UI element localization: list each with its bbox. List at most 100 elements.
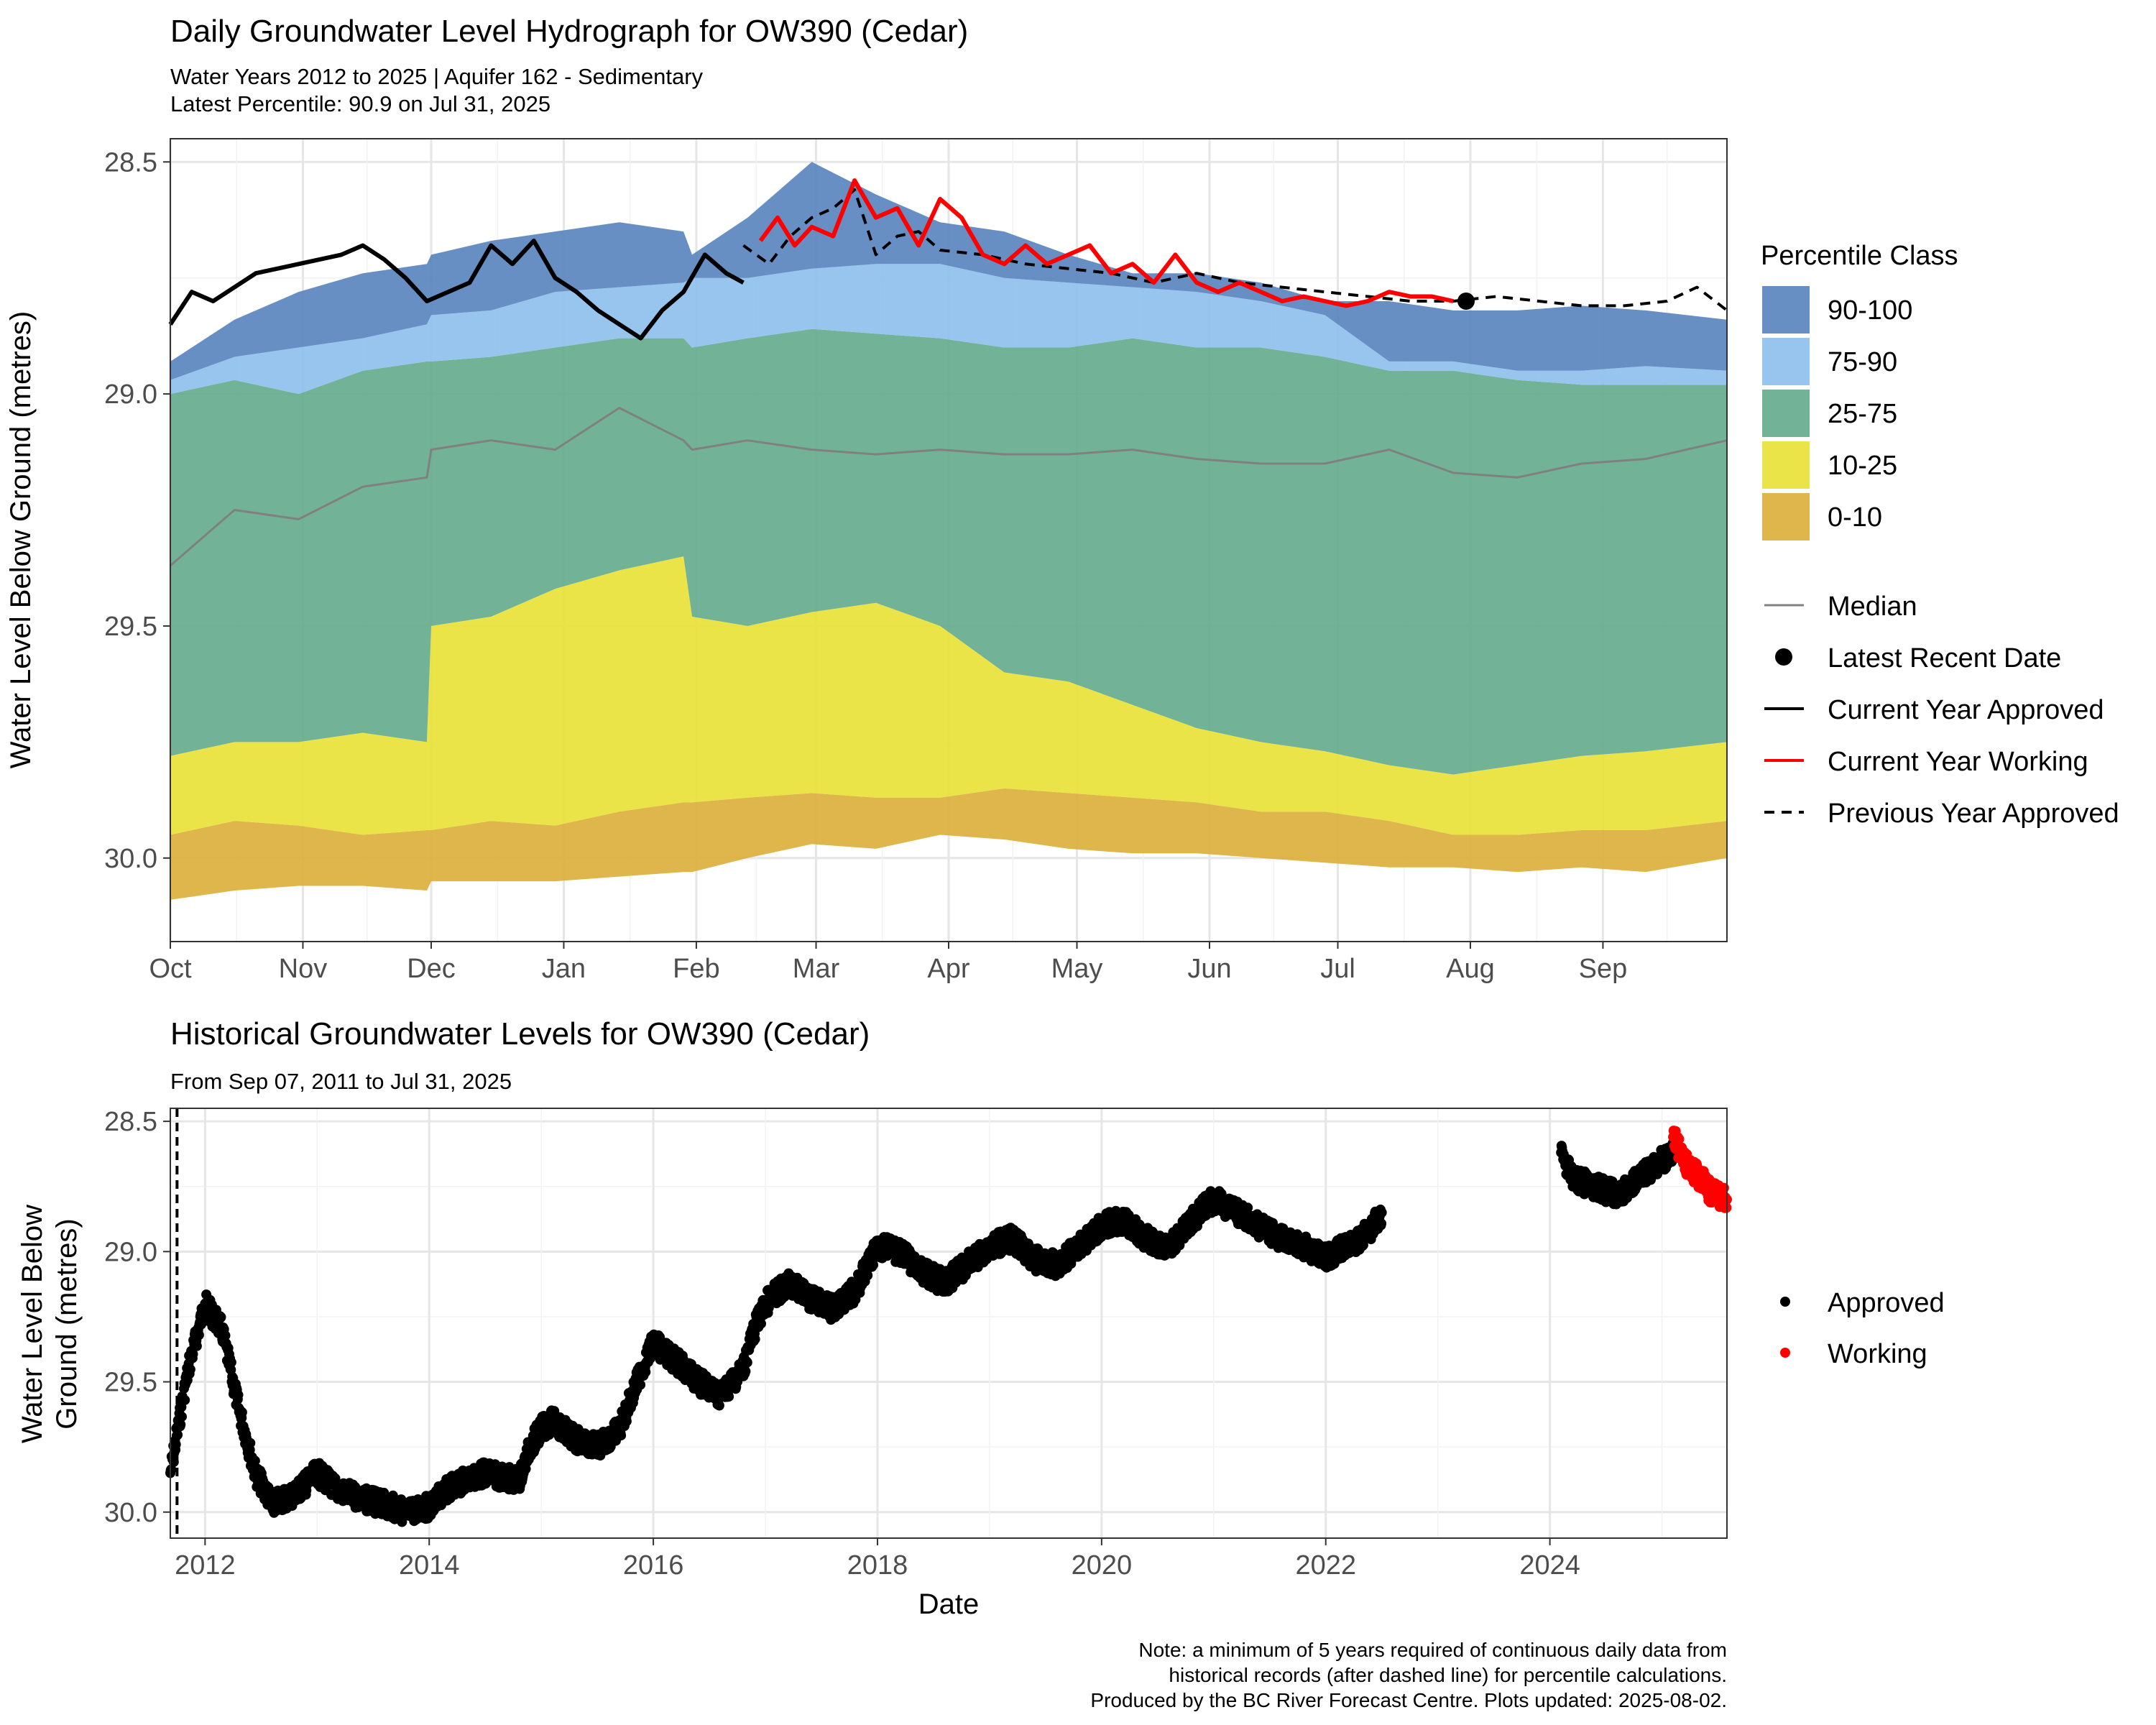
approved-point <box>180 1394 190 1405</box>
approved-point <box>236 1407 247 1417</box>
approved-point <box>742 1357 752 1368</box>
working-point <box>1674 1133 1685 1144</box>
bottom-x-axis: 2012 2014 2016 2018 2020 2022 2024 <box>175 1538 1580 1581</box>
top-x-tick-label: Aug <box>1446 954 1495 984</box>
top-y-axis: 28.5 29.0 29.5 30.0 <box>104 147 170 874</box>
approved-point <box>640 1366 651 1377</box>
legend-label-approved: Approved <box>1828 1288 1945 1318</box>
legend-label-working: Working <box>1828 1339 1927 1369</box>
note-line-3: Produced by the BC River Forecast Centre… <box>1090 1689 1727 1711</box>
bottom-plot-border <box>170 1108 1728 1539</box>
approved-point <box>172 1430 183 1440</box>
working-legend-key <box>1780 1348 1790 1358</box>
legend-label-90-100: 90-100 <box>1828 295 1912 326</box>
band-75-90 <box>170 264 1727 395</box>
approved-point <box>616 1430 627 1441</box>
approved-point <box>216 1312 226 1322</box>
bottom-plot-background <box>170 1108 1727 1538</box>
approved-point <box>621 1416 632 1427</box>
approved-point <box>177 1412 187 1422</box>
bottom-y-axis: 28.5 29.0 29.5 30.0 <box>104 1107 170 1528</box>
approved-point <box>220 1330 231 1341</box>
current-year-working-line <box>758 178 1454 308</box>
top-x-tick-label: Feb <box>673 954 719 984</box>
approved-point <box>1376 1218 1387 1229</box>
legend-label-latest: Latest Recent Date <box>1828 643 2061 673</box>
bottom-y-tick-label: 30.0 <box>104 1498 157 1528</box>
top-x-tick-label: Jul <box>1320 954 1355 984</box>
bottom-plot-area <box>165 1108 1732 1539</box>
top-y-tick-label: 28.5 <box>104 147 157 178</box>
top-x-tick-label: May <box>1051 954 1103 984</box>
top-x-axis: Oct Nov Dec Jan Feb Mar Apr May Jun Jul Aug Sep <box>149 942 1627 984</box>
legend-title: Percentile Class <box>1761 241 1958 271</box>
top-x-tick-label: Dec <box>407 954 456 984</box>
approved-point <box>233 1389 244 1400</box>
note-line-2: historical records (after dashed line) f… <box>1169 1664 1727 1686</box>
bottom-x-axis-title: Date <box>918 1588 980 1620</box>
legend-swatch-0-10 <box>1762 493 1810 540</box>
top-y-axis-title: Water Level Below Ground (metres) <box>5 311 37 769</box>
band-10-25 <box>170 556 1727 835</box>
current-year-approved-line <box>168 239 745 341</box>
approved-point <box>175 1419 186 1430</box>
approved-point <box>397 1517 407 1527</box>
bottom-x-tick-label: 2022 <box>1295 1550 1356 1581</box>
latest-point-legend-key <box>1775 648 1792 666</box>
legend-swatch-25-75 <box>1762 390 1810 437</box>
legend-swatch-75-90 <box>1762 338 1810 385</box>
approved-point <box>724 1392 734 1402</box>
band-90-100 <box>170 162 1727 380</box>
approved-point <box>191 1340 202 1351</box>
approved-point <box>249 1455 260 1466</box>
top-legend: Percentile Class 90-100 75-90 25-75 10-25 0-… <box>1761 241 2119 829</box>
legend-label-current-approved: Current Year Approved <box>1828 695 2104 725</box>
top-x-tick-label: Apr <box>927 954 969 984</box>
legend-item-previous-approved: Previous Year Approved <box>1764 799 2119 829</box>
legend-swatch-90-100 <box>1762 286 1810 334</box>
legend-label-previous-approved: Previous Year Approved <box>1828 799 2119 829</box>
top-chart-title: Daily Groundwater Level Hydrograph for O… <box>170 14 968 49</box>
legend-label-current-working: Current Year Working <box>1828 747 2088 777</box>
band-25-75 <box>170 328 1727 775</box>
bottom-series-points <box>165 1126 1732 1527</box>
top-x-tick-label: Jan <box>542 954 586 984</box>
approved-point <box>245 1438 256 1448</box>
bottom-x-tick-label: 2020 <box>1072 1550 1133 1581</box>
approved-point <box>756 1318 766 1329</box>
approved-point <box>750 1334 760 1345</box>
legend-label-10-25: 10-25 <box>1828 451 1897 481</box>
bottom-x-tick-label: 2014 <box>399 1550 460 1581</box>
legend-label-75-90: 75-90 <box>1828 347 1897 377</box>
bottom-legend: Approved Working <box>1780 1288 1945 1369</box>
top-y-tick-label: 30.0 <box>104 844 157 874</box>
top-x-tick-label: Nov <box>279 954 328 984</box>
approved-point <box>185 1364 195 1375</box>
approved-point <box>714 1400 724 1411</box>
approved-point <box>226 1357 236 1368</box>
legend-label-0-10: 0-10 <box>1828 502 1882 533</box>
note-line-1: Note: a minimum of 5 years required of c… <box>1138 1639 1727 1661</box>
top-y-tick-label: 29.5 <box>104 612 157 642</box>
bottom-chart-subtitle: From Sep 07, 2011 to Jul 31, 2025 <box>170 1069 512 1094</box>
legend-item-current-working: Current Year Working <box>1764 747 2088 777</box>
percentile-bands <box>170 162 1727 900</box>
bottom-x-tick-label: 2018 <box>847 1550 908 1581</box>
percentile-class-legend: 90-100 75-90 25-75 10-25 0-10 <box>1762 286 1912 540</box>
bottom-y-tick-label: 29.5 <box>104 1368 157 1398</box>
top-chart-subtitle-line2: Latest Percentile: 90.9 on Jul 31, 2025 <box>170 91 550 116</box>
legend-swatch-10-25 <box>1762 441 1810 489</box>
approved-point <box>168 1457 179 1468</box>
approved-point <box>170 1439 181 1450</box>
top-chart-subtitle-line1: Water Years 2012 to 2025 | Aquifer 162 -… <box>170 64 704 89</box>
approved-point <box>188 1348 198 1359</box>
bottom-x-tick-label: 2016 <box>623 1550 684 1581</box>
bottom-y-axis-title-line2: Ground (metres) <box>51 1218 83 1429</box>
approved-point <box>635 1379 646 1390</box>
top-y-tick-label: 29.0 <box>104 380 157 410</box>
approved-point <box>193 1330 204 1340</box>
bottom-gridlines <box>170 1108 1727 1538</box>
bottom-x-tick-label: 2012 <box>175 1550 236 1581</box>
legend-item-median: Median <box>1764 592 1917 622</box>
